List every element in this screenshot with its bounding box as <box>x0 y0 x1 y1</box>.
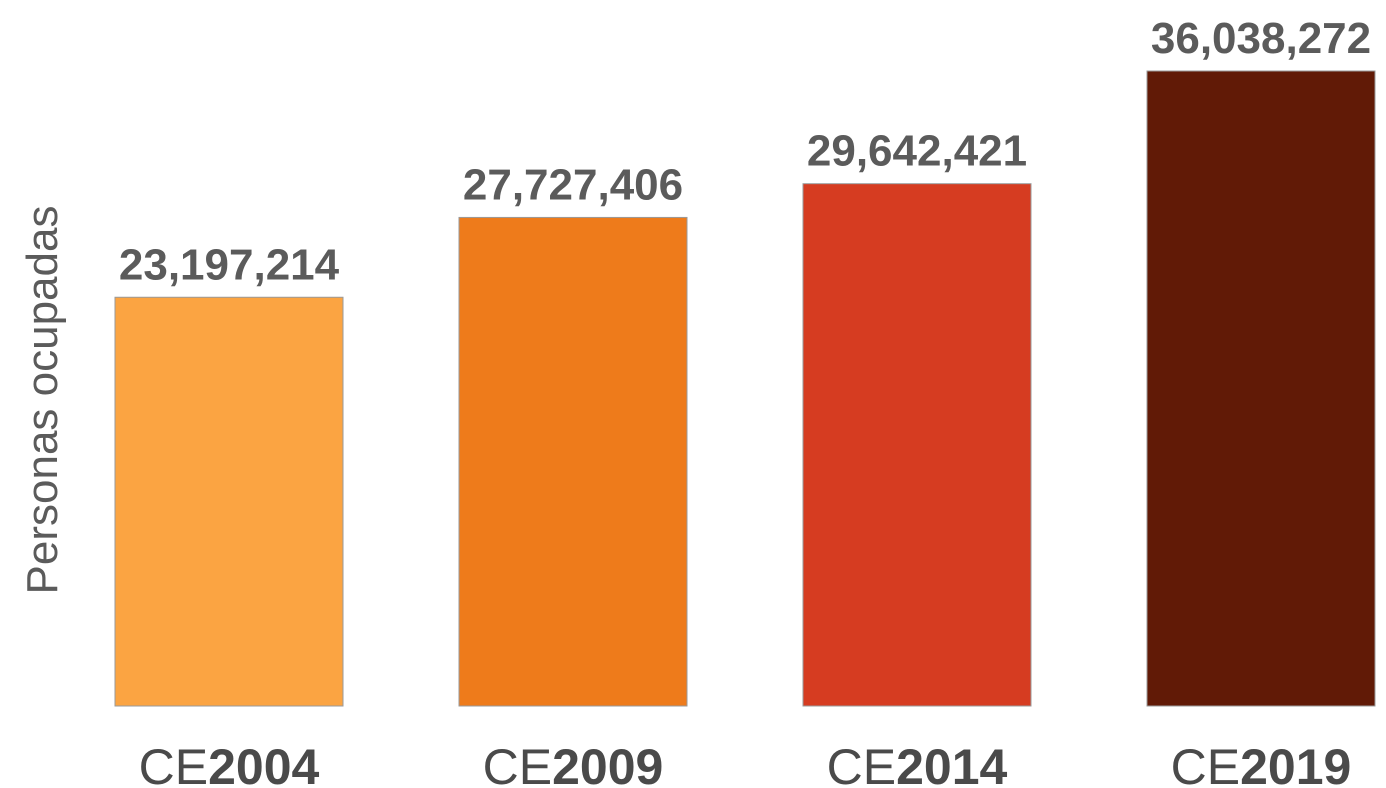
category-labels-group: CE2004 CE2009 CE2014 CE2019 <box>139 739 1352 788</box>
data-label-2009: 27,727,406 <box>463 160 683 209</box>
bar-2004 <box>114 296 344 707</box>
value-labels-group: 23,197,214 27,727,406 29,642,421 36,038,272 <box>119 14 1371 289</box>
bar-2009 <box>458 216 688 707</box>
category-prefix: CE <box>483 739 552 788</box>
category-prefix: CE <box>827 739 896 788</box>
data-label-2004: 23,197,214 <box>119 240 340 289</box>
category-label-2014: CE2014 <box>827 739 1008 788</box>
bars-group <box>114 70 1376 707</box>
category-year: 2014 <box>896 739 1007 788</box>
data-label-2014: 29,642,421 <box>807 127 1027 176</box>
bar-2014 <box>802 183 1032 707</box>
category-prefix: CE <box>139 739 208 788</box>
category-label-2004: CE2004 <box>139 739 320 788</box>
category-year: 2004 <box>208 739 319 788</box>
bar-2019 <box>1146 70 1376 707</box>
category-year: 2019 <box>1240 739 1351 788</box>
category-year: 2009 <box>552 739 663 788</box>
y-axis-title: Personas ocupadas <box>18 206 67 595</box>
category-label-2019: CE2019 <box>1171 739 1352 788</box>
category-prefix: CE <box>1171 739 1240 788</box>
category-label-2009: CE2009 <box>483 739 664 788</box>
data-label-2019: 36,038,272 <box>1151 14 1371 63</box>
